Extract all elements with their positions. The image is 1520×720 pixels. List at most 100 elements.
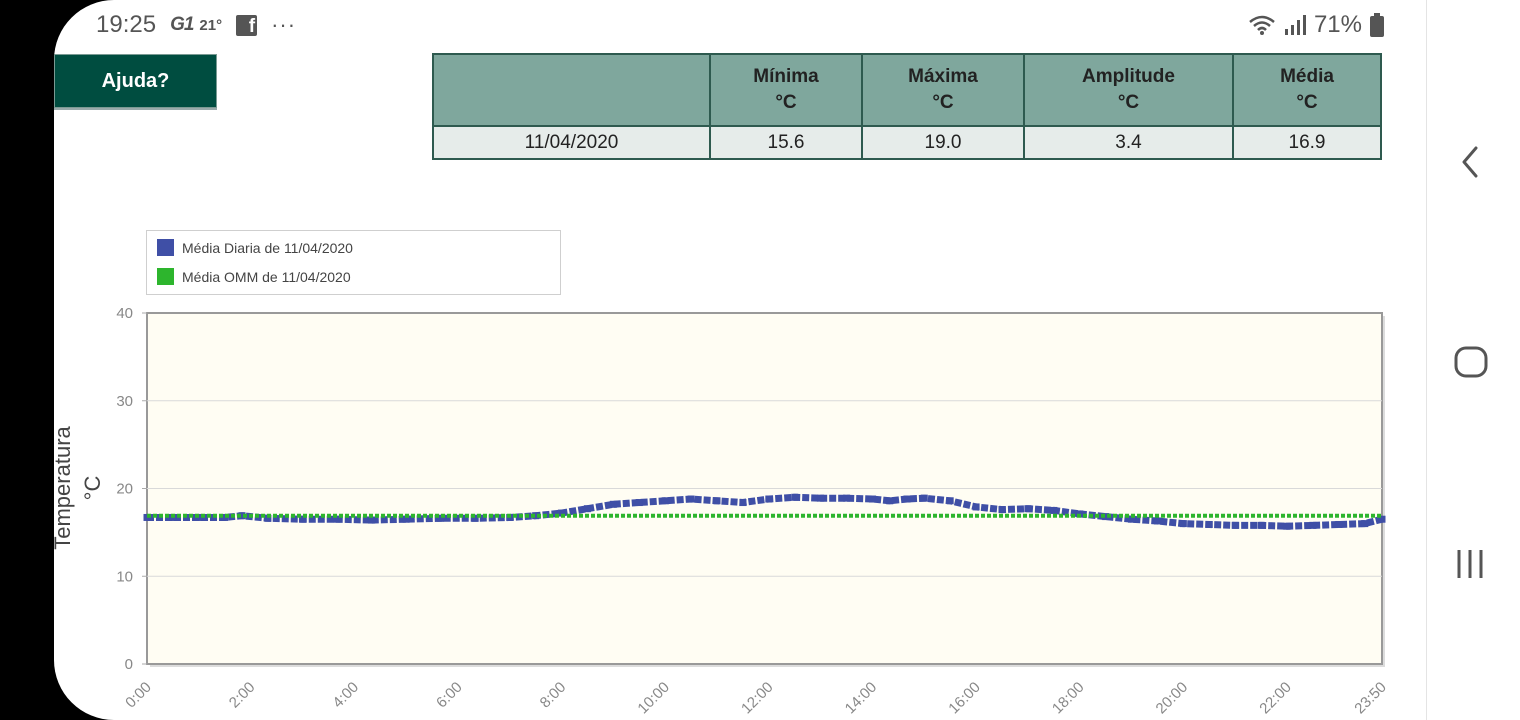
legend-swatch-daily (157, 239, 174, 256)
x-tick-label: 8:00 (537, 679, 570, 712)
header-name: Média (1280, 66, 1334, 87)
battery-icon (1370, 13, 1384, 37)
series-point-daily (1128, 515, 1136, 523)
series-line-daily (147, 493, 1383, 530)
series-point-daily (946, 497, 954, 505)
battery-percent: 71% (1313, 11, 1362, 38)
y-tick-label: 40 (116, 305, 133, 322)
more-notifications-icon: ··· (271, 12, 297, 37)
series-point-daily (687, 495, 695, 503)
series-point-daily (532, 512, 540, 520)
series-point-daily (1153, 517, 1161, 525)
y-axis-unit: °C (80, 476, 105, 501)
table-header-row: Mínima °C Máxima °C Amplitude °C Média °… (432, 53, 1382, 127)
y-axis-label: Temperatura (54, 425, 75, 549)
series-point-daily (402, 515, 410, 523)
series-point-daily (868, 495, 876, 503)
header-unit: °C (775, 92, 797, 113)
series-point-daily (1378, 515, 1386, 523)
series-point-daily (1309, 521, 1317, 529)
header-unit: °C (1296, 92, 1318, 113)
news-app-icon: G1 (170, 14, 194, 35)
series-point-daily (1335, 520, 1343, 528)
home-icon[interactable] (1454, 346, 1488, 378)
status-time: 19:25 (96, 11, 157, 38)
chart-legend: Média Diaria de 11/04/2020 Média OMM de … (146, 230, 561, 295)
series-point-daily (886, 497, 894, 505)
x-tick-label: 10:00 (634, 679, 673, 718)
x-tick-label: 0:00 (122, 679, 155, 712)
wifi-icon (1249, 15, 1275, 35)
y-tick-label: 10 (116, 568, 133, 585)
series-point-daily (713, 497, 721, 505)
cell-average: 16.9 (1232, 125, 1382, 160)
status-bar-left: 19:25 G1 21° f ··· (96, 8, 296, 42)
series-point-daily (635, 499, 643, 507)
header-unit: °C (932, 92, 954, 113)
table-row: 11/04/2020 15.6 19.0 3.4 16.9 (432, 125, 1382, 160)
series-point-daily (238, 512, 246, 520)
series-point-daily (1102, 513, 1110, 521)
series-point-daily (609, 500, 617, 508)
weather-temperature: 21° (199, 16, 223, 34)
header-cell-maximum: Máxima °C (861, 53, 1025, 127)
help-button[interactable]: Ajuda? (54, 54, 217, 108)
temperature-summary-table: Mínima °C Máxima °C Amplitude °C Média °… (432, 53, 1382, 160)
series-point-daily (1050, 506, 1058, 514)
series-point-daily (903, 495, 911, 503)
header-name: Mínima (753, 66, 819, 87)
series-point-daily (661, 497, 669, 505)
x-tick-label: 12:00 (738, 679, 777, 718)
cell-date: 11/04/2020 (432, 125, 711, 160)
header-cell-minimum: Mínima °C (709, 53, 863, 127)
series-point-daily (1024, 505, 1032, 513)
series-point-daily (221, 513, 229, 521)
x-tick-label: 23:50 (1351, 679, 1390, 718)
cell-minimum: 15.6 (709, 125, 863, 160)
series-point-daily (843, 494, 851, 502)
legend-label: Média OMM de 11/04/2020 (182, 268, 351, 285)
series-point-daily (739, 499, 747, 507)
facebook-icon: f (236, 14, 258, 37)
header-cell-average: Média °C (1232, 53, 1382, 127)
series-point-daily (558, 509, 566, 517)
series-point-daily (1361, 520, 1369, 528)
series-point-daily (471, 514, 479, 522)
temperature-chart: 0 10 20 30 40 0:00 2:00 4:00 6:00 8:00 10:00 12:00 1… (54, 305, 1390, 718)
series-point-daily (333, 515, 341, 523)
status-bar-right: 71% (1248, 8, 1384, 42)
header-cell-date (432, 53, 711, 127)
back-icon[interactable] (1460, 146, 1480, 178)
series-point-daily (998, 506, 1006, 514)
signal-icon (1284, 15, 1306, 35)
y-tick-label: 0 (125, 656, 133, 673)
header-name: Amplitude (1082, 66, 1175, 87)
series-point-daily (1179, 520, 1187, 528)
cell-maximum: 19.0 (861, 125, 1025, 160)
series-point-daily (1205, 520, 1213, 528)
x-tick-label: 22:00 (1256, 679, 1295, 718)
series-point-daily (1257, 521, 1265, 529)
x-tick-label: 16:00 (945, 679, 984, 718)
header-name: Máxima (908, 66, 978, 87)
x-tick-label: 20:00 (1153, 679, 1192, 718)
series-point-daily (264, 514, 272, 522)
legend-item-omm[interactable]: Média OMM de 11/04/2020 (157, 268, 351, 285)
series-point-daily (1231, 521, 1239, 529)
series-point-daily (298, 515, 306, 523)
cell-amplitude: 3.4 (1023, 125, 1234, 160)
header-unit: °C (1117, 92, 1140, 113)
legend-label: Média Diaria de 11/04/2020 (182, 239, 353, 256)
x-tick-label: 18:00 (1049, 679, 1088, 718)
legend-swatch-omm (157, 268, 174, 285)
y-tick-label: 30 (116, 393, 133, 410)
x-tick-label: 14:00 (842, 679, 881, 718)
app-screen: 19:25 G1 21° f ··· 71% Ajuda? Mínima (54, 0, 1426, 720)
series-point-daily (1283, 522, 1291, 530)
x-tick-label: 4:00 (329, 679, 362, 712)
y-tick-label: 20 (116, 481, 133, 498)
x-tick-label: 6:00 (433, 679, 466, 712)
recent-apps-icon[interactable] (1455, 548, 1485, 580)
x-tick-label: 2:00 (226, 679, 259, 712)
legend-item-daily[interactable]: Média Diaria de 11/04/2020 (157, 239, 353, 256)
